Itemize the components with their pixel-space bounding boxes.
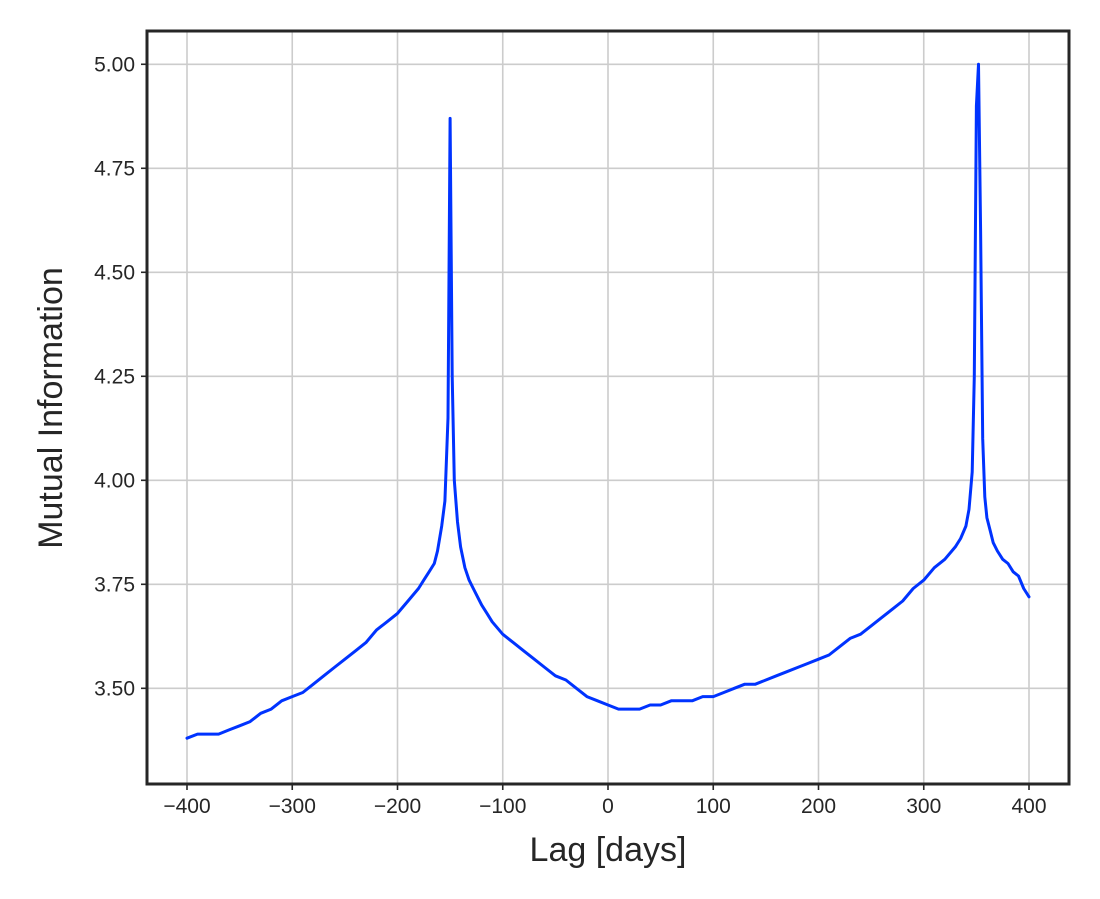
x-tick-label: 100 xyxy=(696,795,731,818)
x-tick-label: 300 xyxy=(906,795,941,818)
y-tick-label: 4.25 xyxy=(94,365,135,388)
y-tick-label: 3.50 xyxy=(94,677,135,700)
x-tick-label: −100 xyxy=(479,795,526,818)
x-tick-label: 0 xyxy=(602,795,614,818)
x-tick-label: 200 xyxy=(801,795,836,818)
y-tick-label: 4.50 xyxy=(94,261,135,284)
y-axis-label: Mutual Information xyxy=(32,267,70,549)
grid xyxy=(147,31,1069,784)
x-tick-label: 400 xyxy=(1011,795,1046,818)
y-tick-label: 4.00 xyxy=(94,469,135,492)
x-axis-label: Lag [days] xyxy=(530,831,687,869)
x-tick-label: −300 xyxy=(269,795,316,818)
x-tick-label: −400 xyxy=(163,795,210,818)
y-tick-label: 4.75 xyxy=(94,157,135,180)
plot-area xyxy=(185,62,1031,740)
x-tick-label: −200 xyxy=(374,795,421,818)
y-axis: 3.50 3.75 4.00 4.25 4.50 4.75 5.00 xyxy=(94,53,147,700)
y-tick-label: 3.75 xyxy=(94,573,135,596)
x-axis: −400 −300 −200 −100 0 100 200 300 400 xyxy=(163,784,1047,818)
y-tick-label: 5.00 xyxy=(94,53,135,76)
mutual-information-line xyxy=(185,62,1031,740)
